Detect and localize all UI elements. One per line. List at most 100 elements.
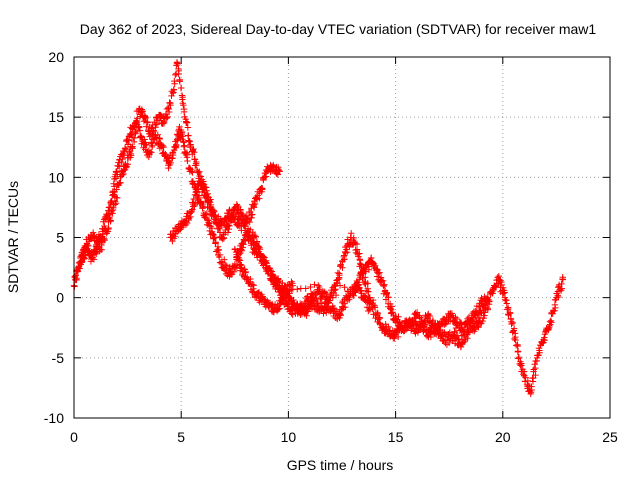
data-point-interp bbox=[249, 211, 256, 218]
data-point-interp bbox=[275, 167, 282, 174]
data-point-interp bbox=[117, 179, 124, 186]
data-point-interp bbox=[481, 301, 489, 308]
y-tick-label: 20 bbox=[48, 49, 64, 65]
data-point-interp bbox=[356, 257, 364, 264]
data-point-interp bbox=[524, 377, 532, 385]
data-point-interp bbox=[187, 141, 194, 148]
data-point-interp bbox=[364, 297, 371, 304]
data-point-interp bbox=[174, 60, 181, 68]
data-point-interp bbox=[497, 277, 504, 284]
data-point-interp bbox=[514, 348, 522, 355]
data-point bbox=[180, 138, 187, 145]
data-point-interp bbox=[98, 241, 105, 249]
data-point-interp bbox=[112, 175, 120, 182]
data-point-interp bbox=[165, 105, 172, 113]
y-tick-label: 0 bbox=[56, 290, 64, 306]
data-point bbox=[180, 101, 187, 109]
data-point-interp bbox=[177, 84, 185, 92]
data-point-interp bbox=[259, 185, 266, 192]
data-point-interp bbox=[271, 275, 278, 282]
data-point-interp bbox=[137, 133, 145, 140]
data-point-interp bbox=[187, 213, 194, 221]
data-point-interp bbox=[551, 307, 558, 314]
data-point-interp bbox=[183, 119, 191, 126]
data-point-interp bbox=[255, 243, 262, 250]
data-point-interp bbox=[355, 281, 362, 288]
data-point-interp bbox=[220, 235, 228, 242]
data-point-interp bbox=[250, 285, 257, 292]
data-point-interp bbox=[325, 299, 332, 307]
data-point-interp bbox=[122, 146, 130, 153]
data-point-interp bbox=[520, 371, 527, 378]
data-point-interp bbox=[160, 143, 167, 151]
data-point-interp bbox=[210, 207, 217, 214]
data-point-interp bbox=[445, 330, 452, 338]
data-point-interp bbox=[192, 160, 200, 167]
data-point-interp bbox=[181, 142, 188, 149]
data-point-interp bbox=[532, 364, 539, 372]
data-point-interp bbox=[373, 273, 381, 280]
data-point-interp bbox=[426, 312, 434, 320]
data-point-interp bbox=[225, 225, 233, 233]
data-point-interp bbox=[283, 292, 291, 300]
data-point-interp bbox=[365, 307, 372, 315]
data-point-interp bbox=[380, 282, 388, 290]
data-point-interp bbox=[459, 327, 467, 335]
data-point-interp bbox=[376, 269, 383, 276]
data-point-interp bbox=[336, 282, 344, 289]
data-point-interp bbox=[185, 137, 192, 144]
data-point-interp bbox=[160, 118, 168, 126]
data-point bbox=[559, 276, 567, 283]
data-point-interp bbox=[159, 142, 167, 149]
data-point-interp bbox=[236, 257, 244, 264]
data-point-interp bbox=[323, 309, 330, 316]
data-point-interp bbox=[458, 332, 465, 339]
data-point-interp bbox=[454, 335, 462, 343]
data-point-interp bbox=[307, 283, 314, 291]
y-tick-label: -5 bbox=[52, 350, 65, 366]
data-point-interp bbox=[555, 293, 562, 301]
data-point bbox=[115, 180, 123, 187]
data-point-interp bbox=[164, 113, 171, 121]
data-point-interp bbox=[171, 77, 178, 85]
data-point-interp bbox=[219, 235, 226, 243]
data-point-interp bbox=[391, 335, 398, 342]
data-point-interp bbox=[186, 165, 194, 172]
data-point-interp bbox=[262, 259, 270, 266]
data-point-interp bbox=[481, 312, 488, 319]
data-point-interp bbox=[304, 308, 312, 315]
data-point-interp bbox=[251, 232, 258, 239]
data-point-interp bbox=[226, 206, 233, 213]
data-point-interp bbox=[144, 118, 151, 126]
data-point-interp bbox=[439, 328, 447, 336]
data-point-interp bbox=[323, 290, 331, 298]
data-point-interp bbox=[233, 253, 241, 260]
data-point-interp bbox=[205, 198, 213, 205]
data-point-interp bbox=[240, 236, 248, 243]
data-point-interp bbox=[129, 143, 136, 150]
x-tick-label: 25 bbox=[602, 429, 618, 445]
data-point bbox=[173, 59, 181, 67]
data-point-interp bbox=[508, 320, 515, 328]
data-point-interp bbox=[170, 86, 178, 93]
data-point-interp bbox=[359, 275, 366, 282]
data-point-interp bbox=[371, 262, 379, 269]
data-point-interp bbox=[394, 333, 402, 341]
data-point-interp bbox=[460, 326, 468, 334]
data-point-interp bbox=[536, 349, 543, 356]
data-point-interp bbox=[416, 314, 424, 321]
data-point-interp bbox=[388, 303, 396, 310]
data-point-interp bbox=[180, 105, 188, 113]
data-point-interp bbox=[191, 149, 198, 156]
data-point-interp bbox=[195, 169, 202, 176]
data-point-interp bbox=[141, 113, 149, 120]
data-point-interp bbox=[240, 272, 248, 280]
data-point-interp bbox=[215, 246, 222, 253]
chart-title: Day 362 of 2023, Sidereal Day-to-day VTE… bbox=[80, 21, 597, 37]
data-point-interp bbox=[122, 164, 130, 172]
data-point-interp bbox=[275, 305, 282, 313]
data-point-interp bbox=[175, 67, 182, 75]
data-point-interp bbox=[320, 310, 327, 317]
data-point-interp bbox=[100, 236, 108, 244]
data-point-interp bbox=[385, 323, 392, 331]
